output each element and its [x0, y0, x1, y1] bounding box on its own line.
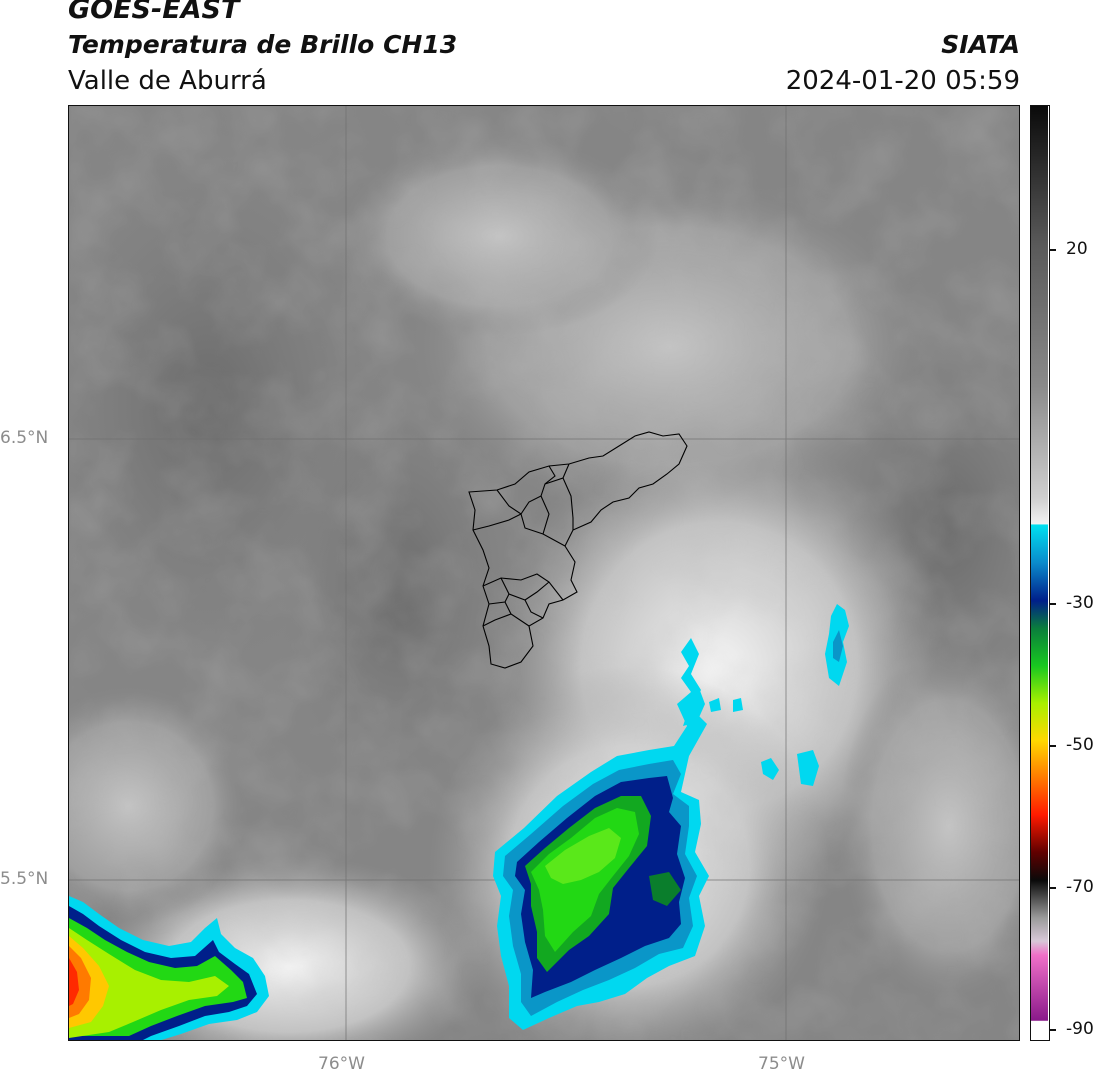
lat-label-6-5: 6.5°N — [0, 428, 49, 448]
brightness-temperature-map — [68, 105, 1020, 1041]
map-canvas — [69, 106, 1019, 1040]
lon-label-75w: 75°W — [758, 1054, 805, 1074]
colorbar-tick-minus70: -70 — [1050, 877, 1094, 897]
convective-cell-left — [69, 896, 269, 1040]
product-title: Temperatura de Brillo CH13 — [68, 30, 458, 59]
convective-cell-center — [493, 638, 709, 1030]
small-cold-cells — [683, 604, 849, 786]
satellite-title: GOES-EAST — [68, 0, 240, 25]
region-label: Valle de Aburrá — [68, 66, 267, 96]
colorbar-tick-minus50: -50 — [1050, 735, 1094, 755]
lon-label-76w: 76°W — [318, 1054, 365, 1074]
municipal-boundaries — [468, 431, 688, 669]
colorbar-gradient — [1031, 106, 1048, 1039]
datetime-label: 2024-01-20 05:59 — [785, 66, 1020, 96]
lat-label-5-5: 5.5°N — [0, 869, 49, 889]
colorbar — [1030, 105, 1050, 1041]
colorbar-tick-minus30: -30 — [1050, 593, 1094, 613]
colorbar-tick-20: 20 — [1050, 239, 1088, 259]
organization-label: SIATA — [941, 30, 1020, 59]
colorbar-tick-minus90: -90 — [1050, 1019, 1094, 1039]
